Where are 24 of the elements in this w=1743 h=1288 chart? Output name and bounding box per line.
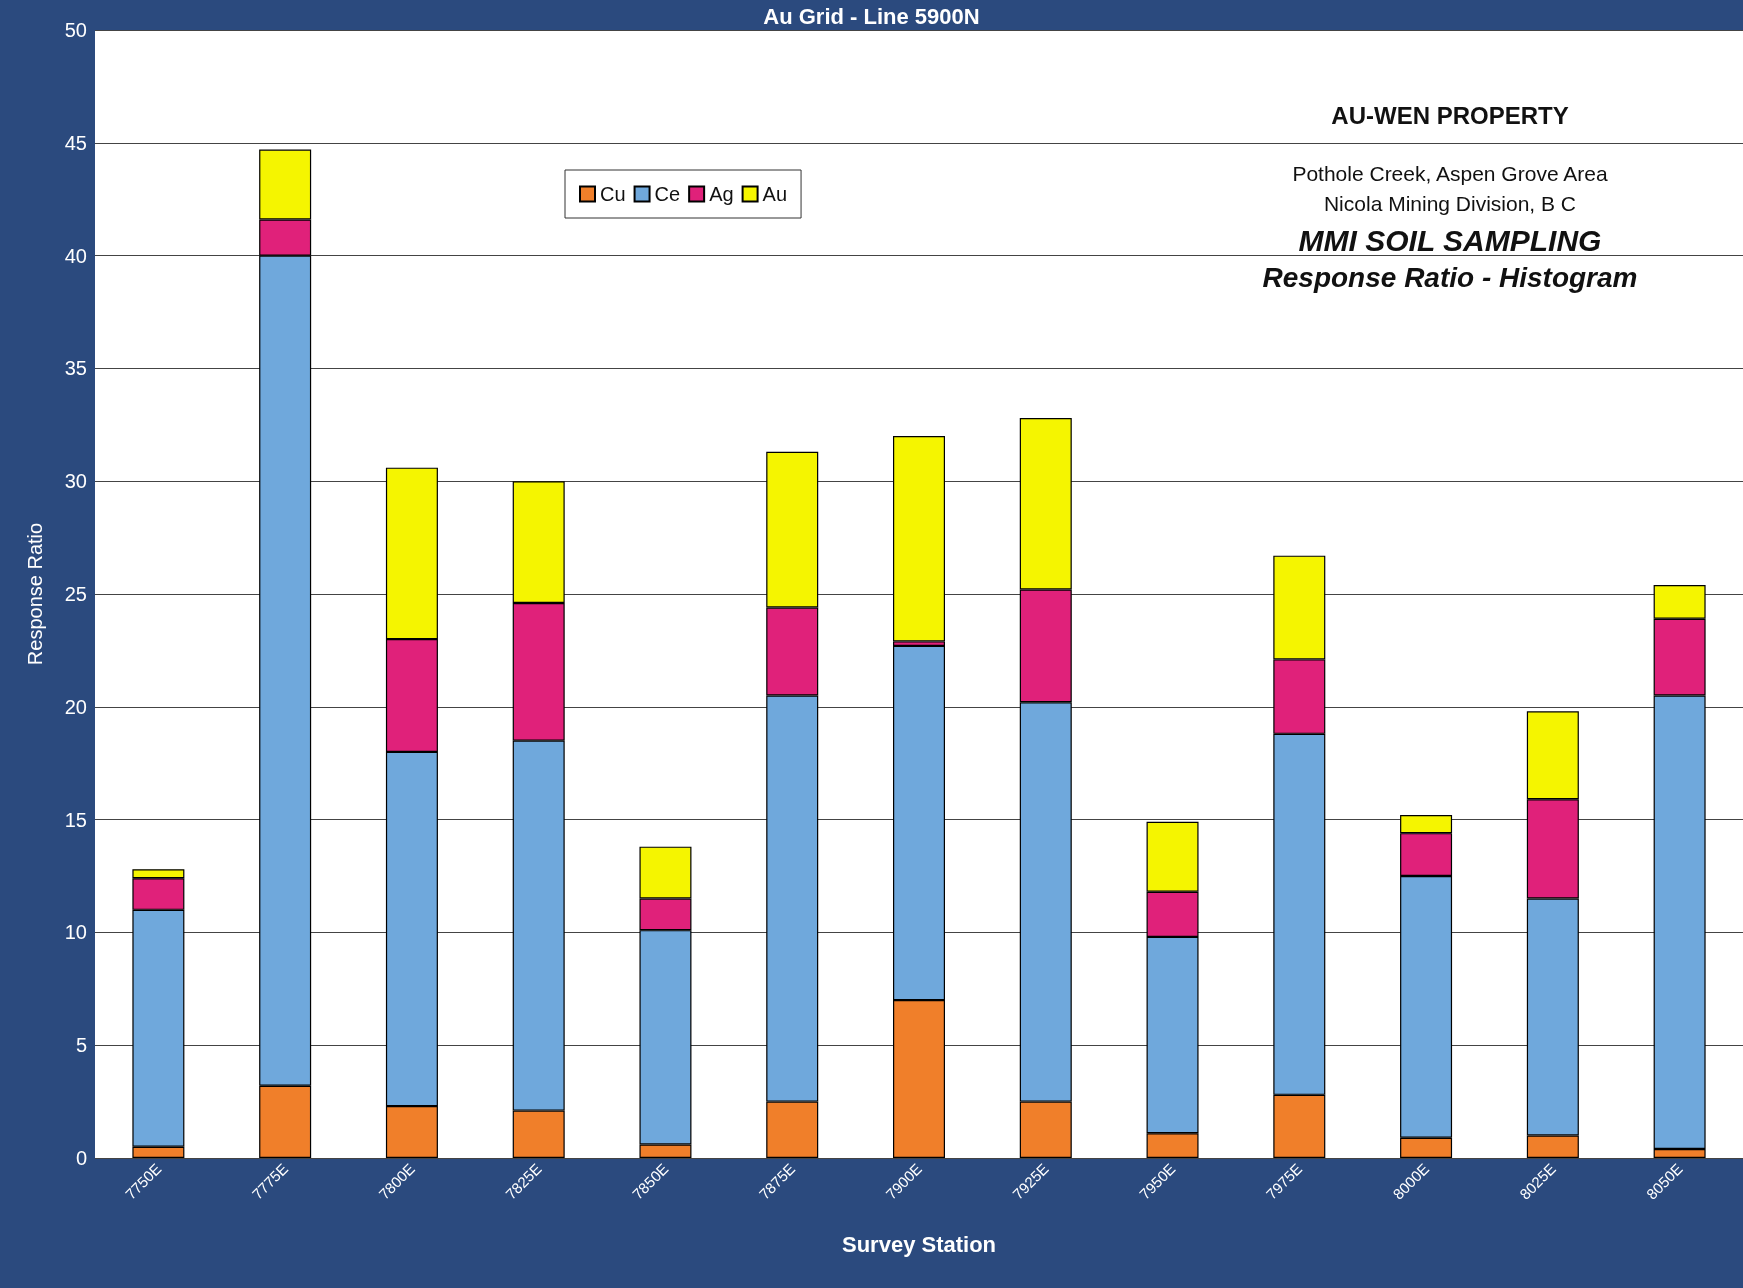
legend-label: Ag <box>709 183 734 205</box>
y-tick-label: 25 <box>64 583 87 605</box>
annotation: Pothole Creek, Aspen Grove Area <box>1292 162 1608 185</box>
legend-label: Cu <box>600 183 626 205</box>
legend-label: Au <box>762 183 788 205</box>
y-tick-label: 40 <box>64 244 87 267</box>
y-tick-label: 35 <box>64 357 87 380</box>
chart-title: Au Grid - Line 5900N <box>763 3 980 29</box>
y-tick-label: 15 <box>64 808 87 831</box>
y-tick-label: 20 <box>64 695 87 718</box>
bar <box>893 436 945 642</box>
y-tick-label: 10 <box>64 921 87 944</box>
annotation: AU-WEN PROPERTY <box>1331 101 1569 129</box>
y-tick-label: 50 <box>64 19 87 41</box>
annotation: MMI SOIL SAMPLING <box>1298 223 1602 257</box>
y-tick-label: 0 <box>75 1147 87 1169</box>
annotation: Nicola Mining Division, B C <box>1323 192 1577 215</box>
y-tick-label: 45 <box>64 131 87 154</box>
legend-label: Ce <box>654 183 681 205</box>
y-axis-title: Response Ratio <box>24 522 46 666</box>
y-tick-label: 5 <box>75 1034 87 1057</box>
x-axis-title: Survey Station <box>841 1231 997 1257</box>
annotation: Response Ratio - Histogram <box>1262 261 1638 293</box>
y-tick-label: 30 <box>64 470 87 493</box>
